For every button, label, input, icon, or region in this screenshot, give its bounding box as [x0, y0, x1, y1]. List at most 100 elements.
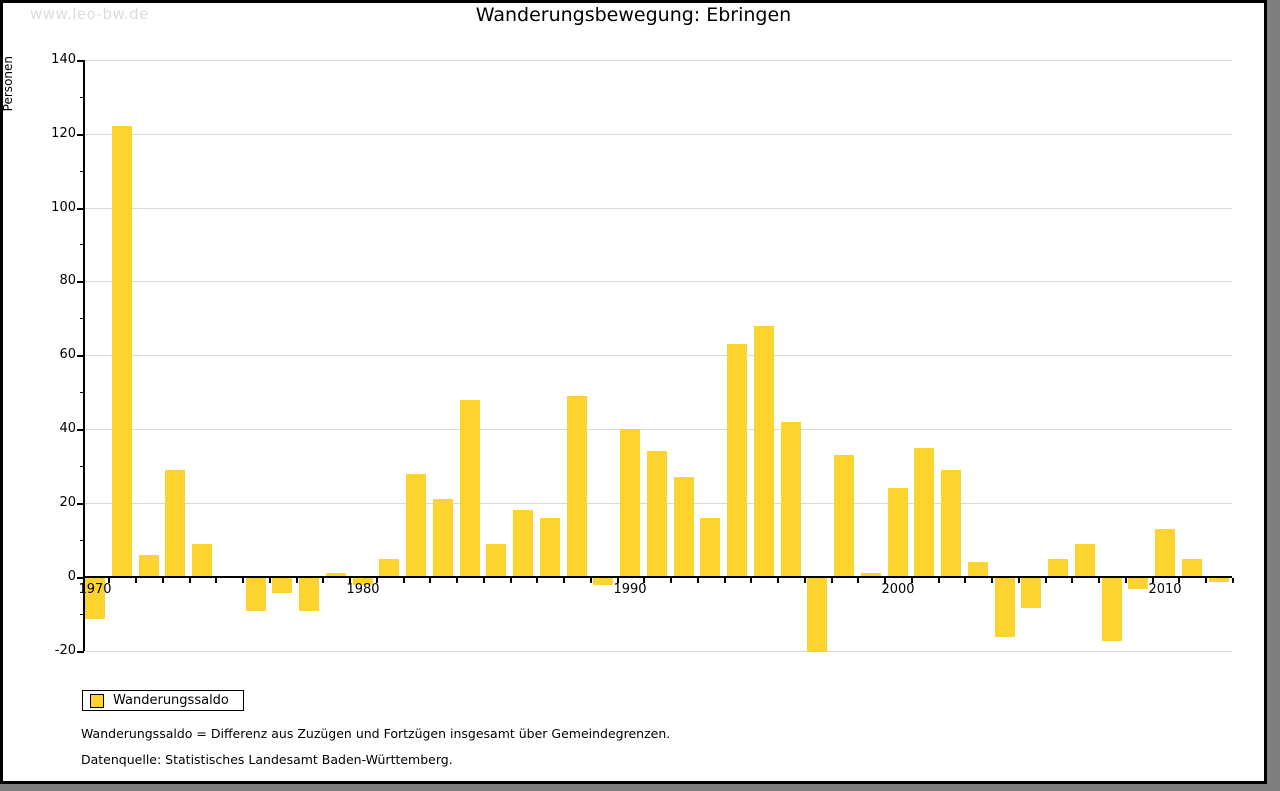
y-tick-label--20: -20: [54, 643, 76, 658]
x-tick-1989: [617, 578, 619, 583]
bar-1977: [272, 578, 292, 593]
bar-1988: [567, 396, 587, 577]
bar-1992: [674, 477, 694, 577]
x-tick-1992: [697, 578, 699, 583]
y-minor-tick--10: [80, 614, 84, 615]
x-tick-2000: [911, 578, 913, 583]
bar-2007: [1075, 544, 1095, 577]
y-tick-140: [77, 60, 84, 62]
bar-2011: [1182, 559, 1202, 577]
x-tick-1975: [242, 578, 244, 583]
x-tick-2008: [1125, 578, 1127, 583]
bar-1974: [192, 544, 212, 577]
gridline-y-20: [85, 651, 1232, 652]
bar-2012: [1209, 578, 1229, 582]
bar-1997: [807, 578, 827, 652]
x-tick-1976: [269, 578, 271, 583]
x-tick-2002: [964, 578, 966, 583]
x-tick-1996: [804, 578, 806, 583]
x-tick-1997: [831, 578, 833, 583]
x-tick-2003: [991, 578, 993, 583]
legend-box: Wanderungssaldo: [82, 690, 244, 711]
bar-2005: [1021, 578, 1041, 608]
x-tick-1983: [456, 578, 458, 583]
x-tick-2005: [1045, 578, 1047, 583]
x-tick-1986: [536, 578, 538, 583]
x-tick-2007: [1098, 578, 1100, 583]
x-tick-label-1990: 1990: [613, 582, 647, 597]
x-tick-1991: [670, 578, 672, 583]
legend-label: Wanderungssaldo: [113, 693, 229, 708]
bar-1986: [513, 510, 533, 577]
chart-title: Wanderungsbewegung: Ebringen: [475, 4, 792, 26]
x-tick-2010: [1178, 578, 1180, 583]
gridline-y120: [85, 134, 1232, 135]
x-tick-1979: [349, 578, 351, 583]
bar-1987: [540, 518, 560, 577]
y-tick-label-20: 20: [59, 495, 76, 510]
y-tick-label-100: 100: [51, 200, 76, 215]
bar-1991: [647, 451, 667, 577]
y-minor-tick-90: [80, 244, 84, 245]
x-tick-1984: [483, 578, 485, 583]
x-tick-2001: [938, 578, 940, 583]
y-minor-tick-130: [80, 97, 84, 98]
bar-2010: [1155, 529, 1175, 577]
gridline-y80: [85, 281, 1232, 282]
y-tick-label-0: 0: [67, 569, 76, 584]
y-minor-tick-30: [80, 466, 84, 467]
bar-1995: [754, 326, 774, 577]
bar-1982: [406, 474, 426, 577]
x-tick-1995: [777, 578, 779, 583]
gridline-y140: [85, 60, 1232, 61]
gridline-y40: [85, 429, 1232, 430]
y-tick-0: [77, 577, 84, 579]
x-tick-1985: [510, 578, 512, 583]
bar-1979: [326, 573, 346, 577]
y-tick-120: [77, 134, 84, 136]
x-tick-1973: [189, 578, 191, 583]
x-tick-2011: [1205, 578, 1207, 583]
bar-1972: [139, 555, 159, 577]
x-tick-1990: [643, 578, 645, 583]
x-tick-1988: [590, 578, 592, 583]
x-tick-2006: [1071, 578, 1073, 583]
y-tick-80: [77, 281, 84, 283]
y-tick-20: [77, 503, 84, 505]
y-tick-40: [77, 429, 84, 431]
y-minor-tick-70: [80, 318, 84, 319]
bar-2009: [1128, 578, 1148, 589]
bar-2000: [888, 488, 908, 577]
bar-2006: [1048, 559, 1068, 577]
y-axis-line: [83, 60, 85, 651]
x-tick-label-1980: 1980: [346, 582, 380, 597]
bar-2001: [914, 448, 934, 577]
y-tick-label-60: 60: [59, 347, 76, 362]
x-tick-label-2000: 2000: [881, 582, 915, 597]
bar-1971: [112, 126, 132, 577]
y-tick-60: [77, 355, 84, 357]
bar-1973: [165, 470, 185, 577]
x-tick-1974: [215, 578, 217, 583]
bar-1990: [620, 429, 640, 577]
bar-1985: [486, 544, 506, 577]
bar-1978: [299, 578, 319, 611]
bar-1981: [379, 559, 399, 577]
bar-1989: [593, 578, 613, 585]
y-minor-tick-10: [80, 540, 84, 541]
x-tick-1999: [884, 578, 886, 583]
x-tick-2012: [1232, 578, 1234, 583]
x-axis-line: [83, 576, 1232, 578]
x-tick-2009: [1152, 578, 1154, 583]
x-tick-label-1970: 1970: [78, 582, 112, 597]
bar-2004: [995, 578, 1015, 637]
x-tick-1982: [429, 578, 431, 583]
bar-1983: [433, 499, 453, 577]
site-watermark: www.leo-bw.de: [30, 5, 149, 23]
x-tick-1978: [322, 578, 324, 583]
x-tick-1993: [724, 578, 726, 583]
bar-2002: [941, 470, 961, 577]
bar-1976: [246, 578, 266, 611]
